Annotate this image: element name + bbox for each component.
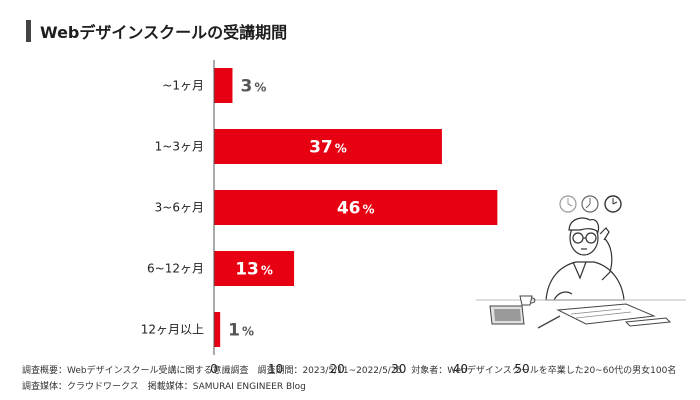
x-tick-label: 0 <box>210 362 218 376</box>
value-label: 46% <box>337 199 375 219</box>
chart-title: Webデザインスクールの受講期間 <box>40 23 288 42</box>
value-number: 13 <box>235 260 259 280</box>
value-unit: % <box>335 142 347 156</box>
value-number: 37 <box>309 138 333 158</box>
clock-icon <box>559 195 577 213</box>
footer-survey-info: 調査概要：Webデザインスクール受講に関する意識調査 調査期間：2023/5/1… <box>22 366 677 376</box>
coffee-cup-icon <box>519 295 536 306</box>
title-accent-bar <box>26 20 31 42</box>
value-unit: % <box>242 325 254 339</box>
x-tick-label: 10 <box>268 362 283 376</box>
x-tick-label: 30 <box>391 362 406 376</box>
bar <box>214 129 442 164</box>
value-unit: % <box>254 81 266 95</box>
footer-media-info: 調査媒体：クラウドワークス 掲載媒体：SAMURAI ENGINEER Blog <box>22 382 306 392</box>
papers-icon <box>556 303 672 327</box>
value-label: 37% <box>309 138 347 158</box>
value-number: 46 <box>337 199 361 219</box>
bar <box>214 251 295 286</box>
x-tick-label: 40 <box>453 362 468 376</box>
value-label: 3% <box>240 77 266 97</box>
survey-footer: 調査概要：Webデザインスクール受講に関する意識調査 調査期間：2023/5/1… <box>22 363 676 395</box>
bar <box>214 190 498 225</box>
bar <box>214 312 221 347</box>
man-figure <box>545 217 625 301</box>
bar <box>214 68 233 103</box>
category-label: 1~3ヶ月 <box>155 140 204 154</box>
clock-icon <box>604 195 622 213</box>
category-label: 3~6ヶ月 <box>155 201 204 215</box>
pencil-icon <box>537 315 561 329</box>
value-number: 1 <box>228 321 240 341</box>
tablet-icon <box>489 305 525 325</box>
x-tick-label: 20 <box>330 362 345 376</box>
clock-icon <box>581 195 599 213</box>
value-unit: % <box>261 264 273 278</box>
value-number: 3 <box>240 77 252 97</box>
category-label: ~1ヶ月 <box>162 79 204 93</box>
category-label: 6~12ヶ月 <box>147 262 204 276</box>
x-tick-label: 50 <box>514 362 529 376</box>
value-unit: % <box>363 203 375 217</box>
value-label: 1% <box>228 321 254 341</box>
category-label: 12ヶ月以上 <box>141 323 204 337</box>
man-thinking-illustration <box>476 195 686 329</box>
value-label: 13% <box>235 260 273 280</box>
